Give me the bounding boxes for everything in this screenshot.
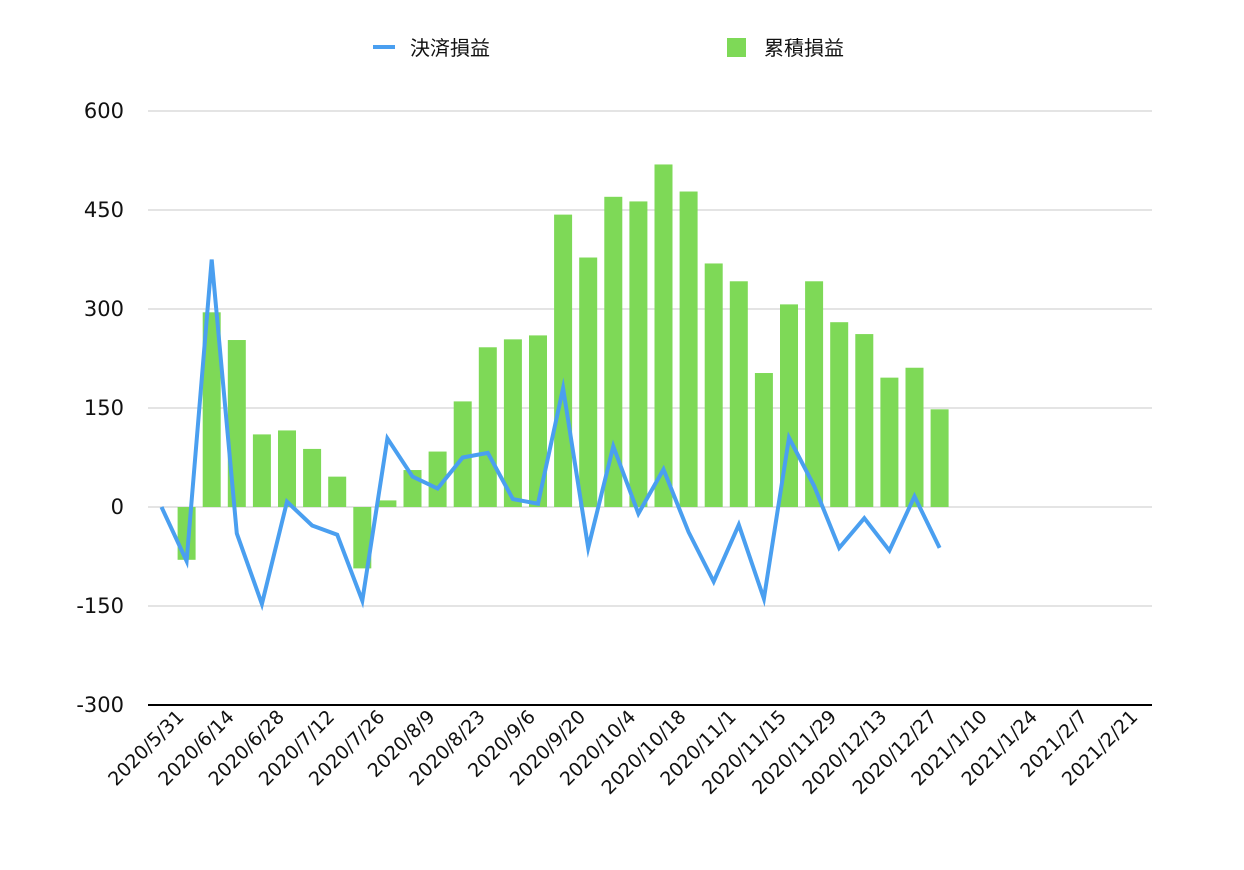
line-path: [159, 259, 942, 611]
y-tick-label: 600: [84, 99, 124, 123]
bar: [478, 347, 497, 507]
bar: [554, 214, 573, 507]
bar: [278, 430, 296, 507]
bar: [378, 500, 397, 507]
line-series-settlement: [159, 259, 942, 611]
y-tick-label: 0: [111, 495, 124, 519]
legend-label-bar: 累積損益: [764, 36, 844, 60]
bar: [428, 451, 447, 507]
y-tick-label: -150: [76, 594, 124, 618]
legend-item-bar: 累積損益: [727, 36, 844, 60]
bar: [453, 401, 472, 507]
bar: [679, 191, 698, 507]
y-tick-label: -300: [76, 693, 124, 717]
y-tick-label: 150: [84, 396, 124, 420]
bar: [353, 507, 372, 569]
bar: [930, 409, 949, 507]
bar: [328, 476, 347, 507]
bar: [529, 335, 547, 507]
bar: [855, 334, 874, 507]
bar: [729, 281, 748, 507]
bar: [579, 257, 598, 507]
bar: [303, 448, 322, 507]
bar: [604, 196, 623, 508]
bar: [905, 367, 924, 507]
legend-item-line: 決済損益: [373, 36, 490, 60]
y-tick-label: 300: [84, 297, 124, 321]
y-tick-label: 450: [84, 198, 124, 222]
bar: [704, 263, 723, 507]
gridlines: [148, 110, 1152, 607]
bar-series-cumulative: [177, 164, 949, 569]
bar: [754, 373, 773, 507]
legend-bar-swatch: [727, 38, 746, 57]
bar: [252, 434, 271, 507]
bar: [654, 164, 673, 507]
bar: [830, 322, 849, 507]
bar: [629, 201, 648, 508]
bar: [503, 339, 522, 507]
bar: [202, 312, 221, 507]
legend: 決済損益 累積損益: [373, 36, 844, 60]
bar: [805, 281, 824, 507]
bar: [880, 377, 899, 507]
legend-label-line: 決済損益: [410, 36, 490, 60]
